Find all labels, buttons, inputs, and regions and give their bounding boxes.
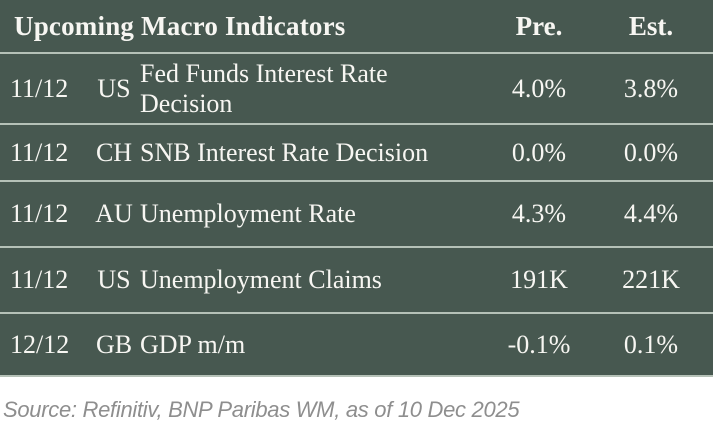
table-row: 11/12 US Unemployment Claims 191K 221K xyxy=(0,248,713,314)
cell-previous-value: 0.0% xyxy=(511,137,567,167)
cell-country: US xyxy=(97,73,131,103)
cell-indicator: Unemployment Claims xyxy=(140,265,382,295)
cell-date: 11/12 xyxy=(10,73,69,103)
table-header-row: Upcoming Macro Indicators Pre. Est. xyxy=(0,0,713,54)
cell-previous-value: 191K xyxy=(510,265,568,295)
source-footer: Source: Refinitiv, BNP Paribas WM, as of… xyxy=(0,377,713,443)
table-row: 11/12 US Fed Funds Interest Rate Decisio… xyxy=(0,54,713,125)
cell-country: CH xyxy=(95,137,133,167)
cell-estimate-value: 3.8% xyxy=(623,73,679,103)
cell-previous-value: 4.0% xyxy=(511,73,567,103)
table-row: 11/12 AU Unemployment Rate 4.3% 4.4% xyxy=(0,182,713,248)
cell-indicator: SNB Interest Rate Decision xyxy=(140,137,429,167)
cell-indicator: Fed Funds Interest Rate Decision xyxy=(140,58,388,118)
table-row: 12/12 GB GDP m/m -0.1% 0.1% xyxy=(0,314,713,377)
cell-date: 11/12 xyxy=(10,265,69,295)
cell-date: 12/12 xyxy=(10,329,70,359)
cell-previous-value: 4.3% xyxy=(511,199,567,229)
table-row: 11/12 CH SNB Interest Rate Decision 0.0%… xyxy=(0,125,713,182)
source-attribution: Source: Refinitiv, BNP Paribas WM, as of… xyxy=(3,397,520,422)
cell-estimate-value: 4.4% xyxy=(623,199,679,229)
cell-country: US xyxy=(97,265,131,295)
cell-date: 11/12 xyxy=(10,137,69,167)
cell-estimate-value: 0.0% xyxy=(623,137,679,167)
cell-indicator: Unemployment Rate xyxy=(140,199,356,229)
column-header-previous: Pre. xyxy=(515,10,563,41)
cell-date: 11/12 xyxy=(10,199,69,229)
cell-country: AU xyxy=(95,199,133,229)
cell-previous-value: -0.1% xyxy=(507,329,571,359)
cell-estimate-value: 0.1% xyxy=(623,329,679,359)
column-header-estimate: Est. xyxy=(628,10,674,41)
table-title: Upcoming Macro Indicators xyxy=(14,10,346,41)
cell-indicator: GDP m/m xyxy=(140,329,246,359)
cell-country: GB xyxy=(95,329,133,359)
macro-indicators-table: Upcoming Macro Indicators Pre. Est. 11/1… xyxy=(0,0,713,377)
cell-estimate-value: 221K xyxy=(622,265,680,295)
